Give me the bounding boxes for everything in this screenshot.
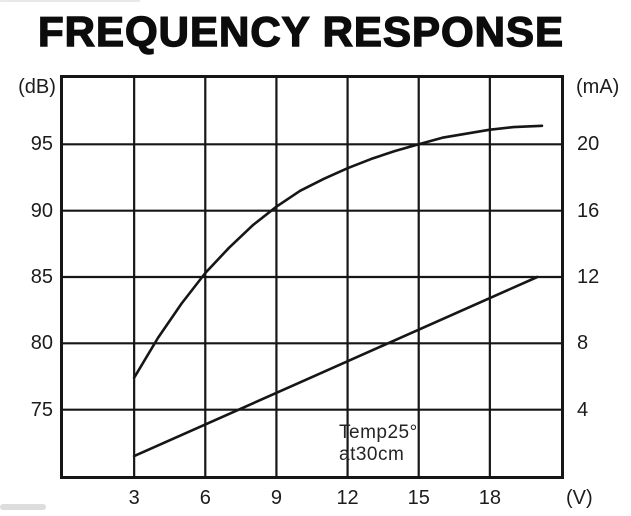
y-left-tick-95: 95 (30, 133, 53, 156)
scan-artifact (0, 504, 46, 510)
x-tick-15: 15 (407, 487, 430, 509)
right-axis-unit-label: (mA) (576, 76, 620, 98)
y-right-tick-8: 8 (577, 332, 589, 355)
series-current-ma (132, 275, 539, 458)
y-left-tick-90: 90 (30, 199, 53, 222)
left-axis-unit-label: (dB) (18, 76, 56, 98)
y-right-tick-4: 4 (577, 398, 589, 421)
annotation-distance: at30cm (339, 444, 405, 465)
page-title: FREQUENCY RESPONSE (37, 7, 564, 55)
x-tick-12: 12 (336, 487, 359, 509)
y-left-tick-85: 85 (30, 266, 53, 288)
x-tick-3: 3 (128, 487, 140, 509)
plot-area: Temp25° at30cm (60, 75, 564, 479)
measurement-conditions-annotation: Temp25° at30cm (339, 422, 418, 466)
x-axis-unit-label: (V) (566, 487, 593, 509)
x-tick-18: 18 (478, 487, 501, 509)
scan-artifact (0, 0, 140, 2)
x-tick-9: 9 (270, 487, 282, 509)
y-right-tick-12: 12 (577, 266, 600, 288)
chart-canvas (63, 78, 561, 476)
y-right-tick-20: 20 (577, 133, 600, 156)
y-right-tick-16: 16 (577, 199, 600, 222)
annotation-temp: Temp25° (339, 422, 418, 443)
y-left-tick-75: 75 (30, 398, 53, 421)
x-tick-6: 6 (199, 487, 211, 509)
series-spl-db (132, 124, 544, 380)
y-left-tick-80: 80 (30, 332, 53, 355)
